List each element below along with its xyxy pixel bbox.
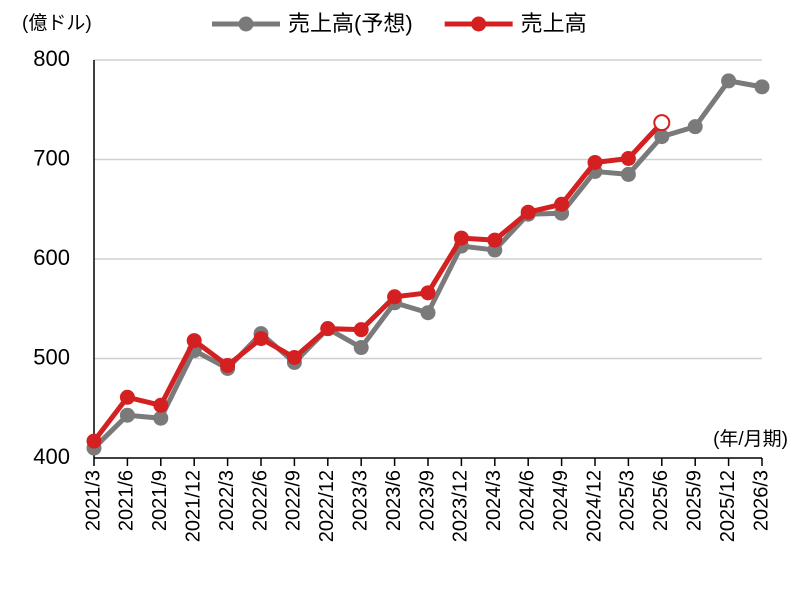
y-tick-label: 500: [33, 344, 70, 369]
x-tick-label: 2026/3: [750, 470, 772, 531]
data-point: [119, 407, 135, 423]
data-point: [754, 79, 770, 95]
x-tick-label: 2021/12: [182, 470, 204, 542]
data-point: [186, 333, 202, 349]
x-tick-label: 2021/6: [116, 470, 138, 531]
data-point: [153, 397, 169, 413]
y-tick-label: 800: [33, 46, 70, 71]
x-tick-label: 2023/6: [383, 470, 405, 531]
x-tick-label: 2023/3: [349, 470, 371, 531]
data-point: [420, 305, 436, 321]
data-point: [119, 389, 135, 405]
x-tick-label: 2025/9: [683, 470, 705, 531]
x-tick-label: 2023/12: [450, 470, 472, 542]
x-tick-label: 2025/6: [650, 470, 672, 531]
data-point: [487, 232, 503, 248]
x-tick-label: 2021/3: [82, 470, 104, 531]
data-point: [587, 154, 603, 170]
data-point: [453, 230, 469, 246]
data-point: [253, 331, 269, 347]
data-point: [353, 340, 369, 356]
data-point: [320, 321, 336, 337]
x-tick-label: 2022/9: [283, 470, 305, 531]
data-point: [420, 285, 436, 301]
x-tick-label: 2024/3: [483, 470, 505, 531]
legend-label: 売上高(予想): [288, 11, 413, 36]
data-point: [554, 196, 570, 212]
x-tick-label: 2025/3: [617, 470, 639, 531]
x-tick-label: 2024/12: [583, 470, 605, 542]
x-tick-label: 2023/9: [416, 470, 438, 531]
data-point: [220, 357, 236, 373]
legend-label: 売上高: [521, 11, 587, 36]
x-axis-label: (年/月期): [713, 428, 788, 450]
x-tick-label: 2024/9: [550, 470, 572, 531]
x-tick-label: 2022/6: [249, 470, 271, 531]
data-point: [687, 119, 703, 135]
x-tick-label: 2024/6: [516, 470, 538, 531]
legend-marker: [471, 16, 487, 32]
data-point: [520, 204, 536, 220]
data-point: [86, 433, 102, 449]
legend-marker: [238, 16, 254, 32]
data-point: [620, 151, 636, 167]
data-point: [286, 350, 302, 366]
x-tick-label: 2021/9: [149, 470, 171, 531]
y-tick-label: 600: [33, 245, 70, 270]
y-tick-label: 700: [33, 145, 70, 170]
data-point: [721, 73, 737, 89]
data-point: [153, 410, 169, 426]
x-tick-label: 2025/12: [717, 470, 739, 542]
data-point: [353, 322, 369, 338]
y-tick-label: 400: [33, 444, 70, 469]
data-point: [387, 289, 403, 305]
data-point: [620, 166, 636, 182]
data-point: [653, 114, 671, 132]
data-point: [654, 129, 670, 145]
y-axis-label: (億ドル): [22, 12, 92, 34]
x-tick-label: 2022/3: [216, 470, 238, 531]
series-line: [92, 120, 664, 443]
x-tick-label: 2022/12: [316, 470, 338, 542]
